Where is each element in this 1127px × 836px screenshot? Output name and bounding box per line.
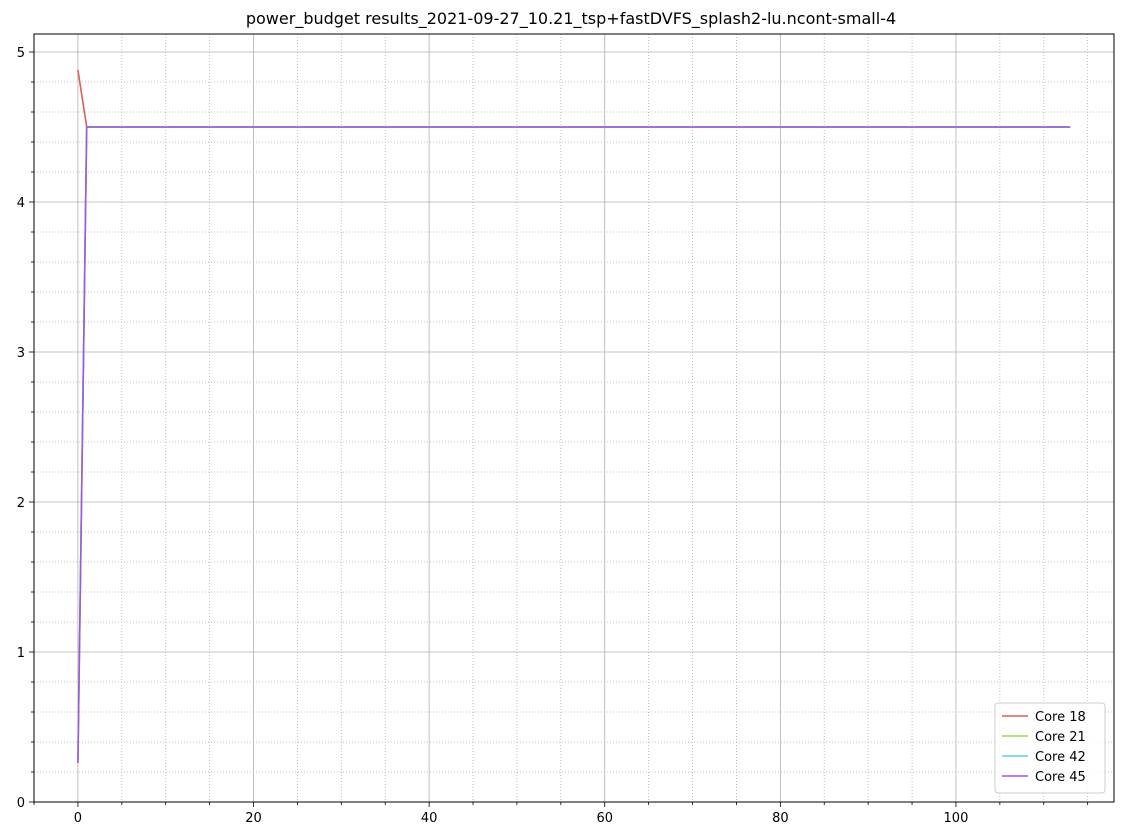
legend-box — [994, 702, 1106, 794]
series-line-core-45 — [77, 126, 1071, 764]
series-line-core-21 — [77, 126, 1071, 764]
x-tick-label: 100 — [944, 811, 969, 826]
x-tick-label: 40 — [421, 811, 438, 826]
chart-title: power_budget results_2021-09-27_10.21_ts… — [246, 9, 896, 29]
y-tick-label: 2 — [17, 496, 25, 511]
x-tick-label: 60 — [596, 811, 613, 826]
axis-ticks: 0 20 40 60 80 100 0 1 2 3 4 5 — [17, 46, 1089, 826]
series-line-core-42 — [77, 126, 1071, 764]
legend: Core 18 Core 21 Core 42 Core 45 — [994, 702, 1106, 794]
plot-frame — [33, 33, 1115, 803]
x-tick-label: 80 — [772, 811, 789, 826]
y-tick-label: 5 — [17, 46, 25, 61]
major-grid — [34, 34, 1114, 803]
series-layer — [77, 69, 1071, 764]
y-tick-label: 4 — [17, 196, 25, 211]
x-tick-label: 20 — [245, 811, 262, 826]
legend-label: Core 18 — [1035, 710, 1086, 725]
legend-label: Core 21 — [1035, 730, 1086, 745]
minor-grid — [33, 34, 1114, 802]
y-tick-label: 0 — [17, 796, 25, 811]
y-tick-label: 3 — [17, 346, 25, 361]
x-tick-label: 0 — [74, 811, 82, 826]
series-line-core-18 — [77, 69, 1071, 128]
y-tick-label: 1 — [17, 646, 25, 661]
legend-label: Core 42 — [1035, 750, 1086, 765]
legend-label: Core 45 — [1035, 770, 1086, 785]
